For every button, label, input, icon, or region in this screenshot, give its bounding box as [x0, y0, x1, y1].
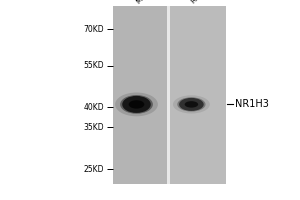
Bar	[167, 6, 170, 184]
Bar	[169, 6, 226, 184]
Ellipse shape	[120, 95, 153, 114]
Ellipse shape	[177, 97, 206, 112]
Ellipse shape	[179, 98, 204, 111]
Text: NR1H3: NR1H3	[235, 99, 268, 109]
Ellipse shape	[184, 101, 198, 108]
Text: 55KD: 55KD	[84, 62, 104, 71]
Ellipse shape	[115, 92, 158, 116]
Text: Mouse kidney: Mouse kidney	[136, 0, 176, 5]
Ellipse shape	[173, 95, 210, 114]
Text: Rat liver: Rat liver	[190, 0, 216, 5]
Text: 40KD: 40KD	[84, 102, 104, 112]
Text: 35KD: 35KD	[84, 122, 104, 132]
Bar	[113, 6, 167, 184]
Text: 70KD: 70KD	[84, 24, 104, 33]
Ellipse shape	[122, 96, 151, 113]
Text: 25KD: 25KD	[84, 164, 104, 173]
Ellipse shape	[129, 100, 144, 109]
